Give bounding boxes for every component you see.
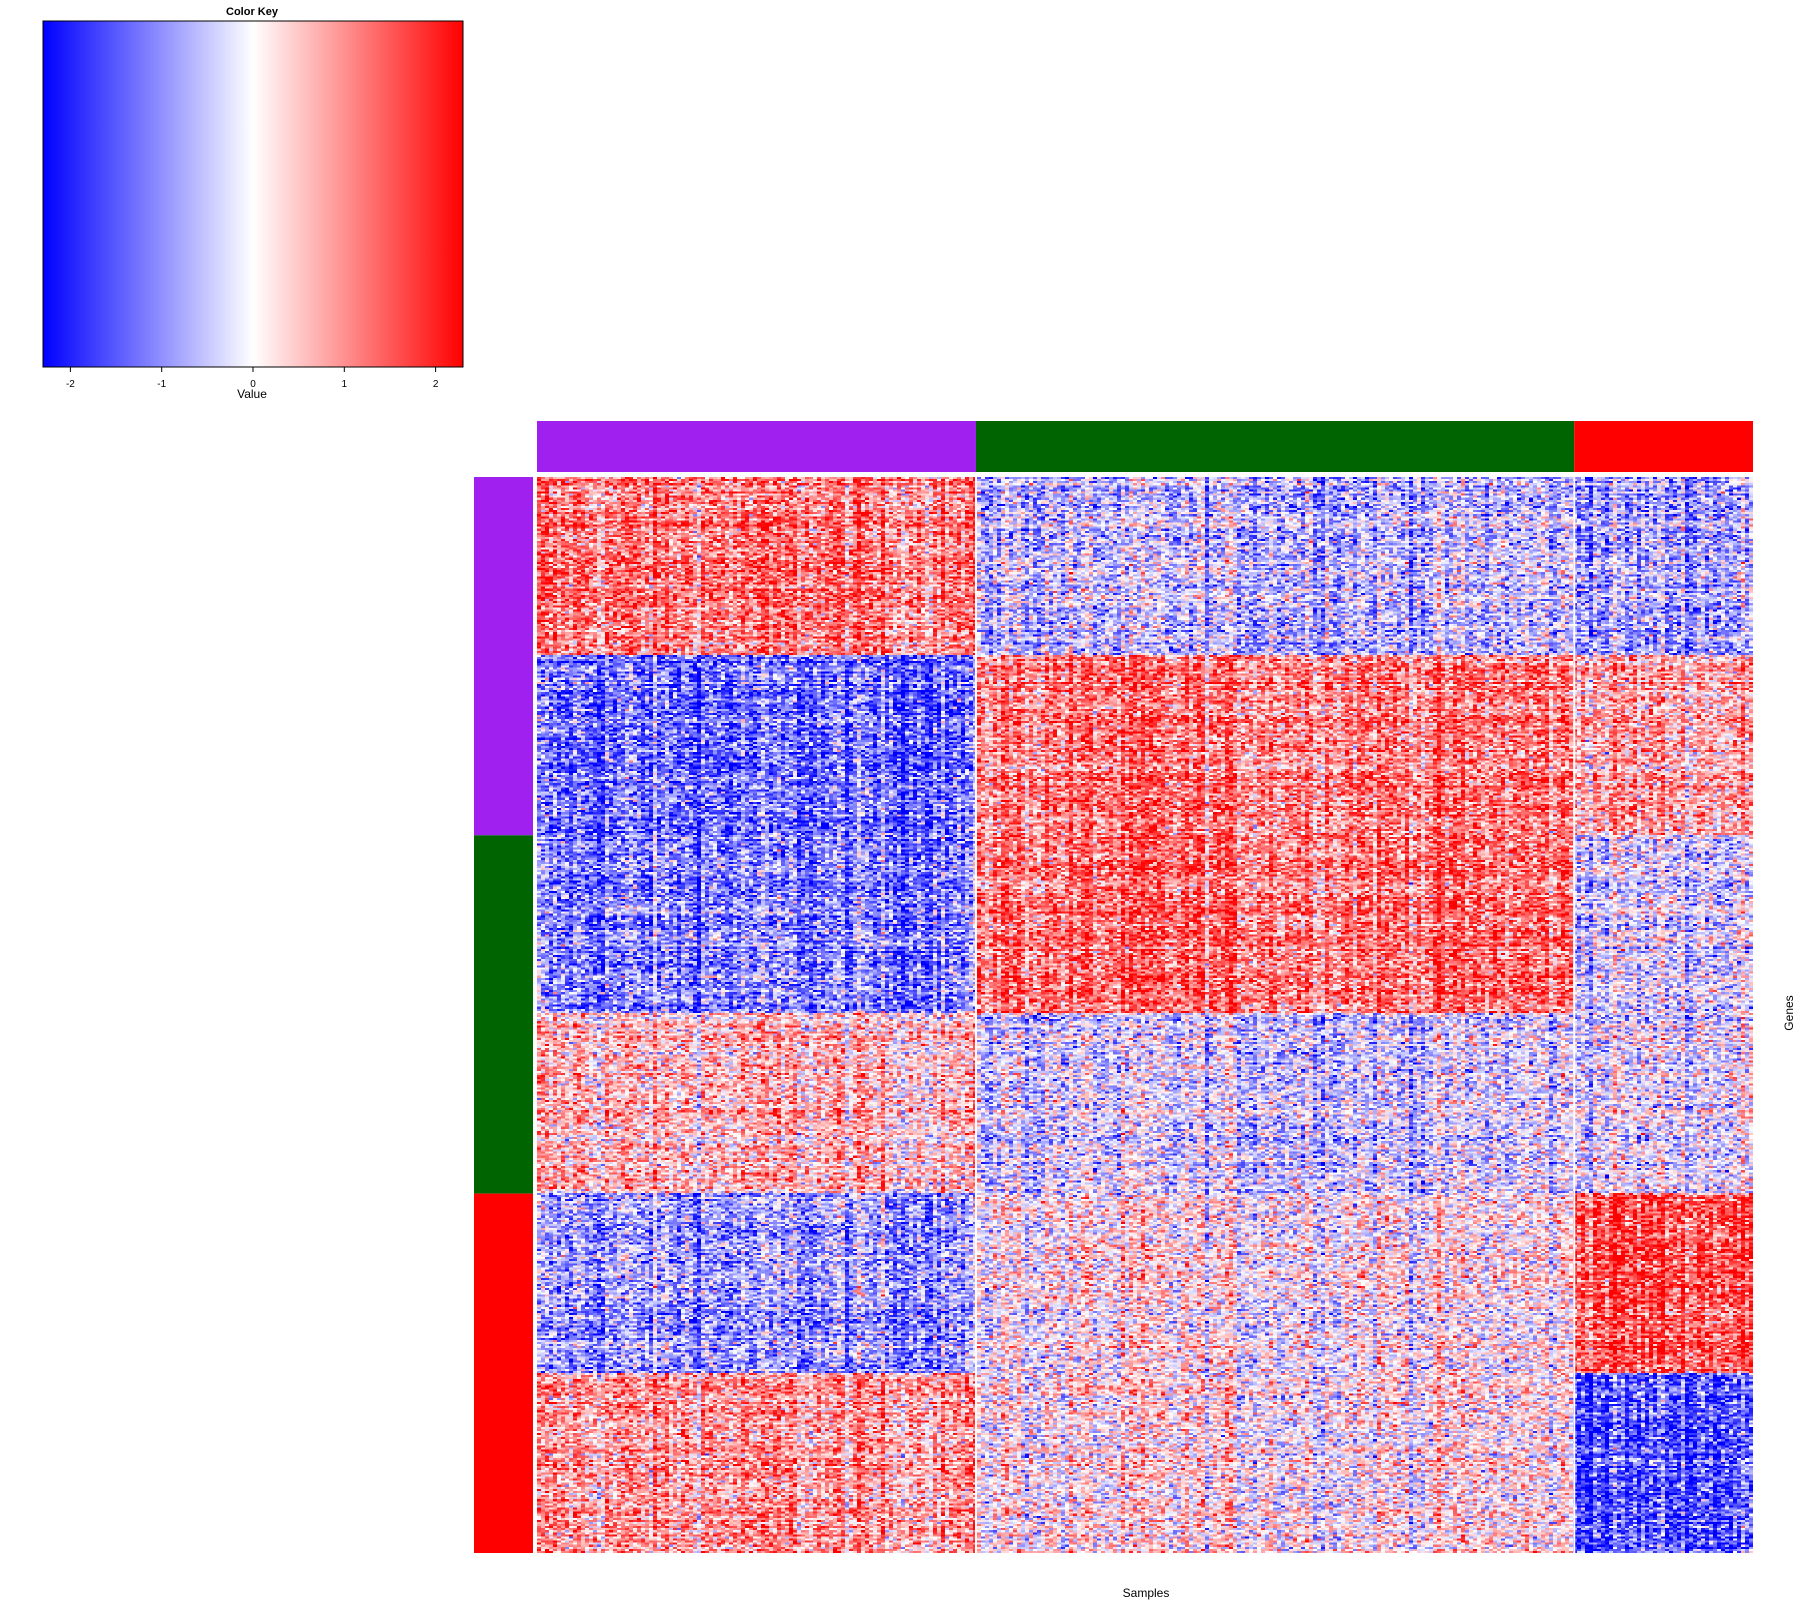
gene-group-segment-1: [474, 477, 533, 836]
color-key-tick-label: 1: [342, 379, 348, 390]
color-key-tick-label: -1: [157, 379, 166, 390]
y-axis-label: Genes: [1782, 995, 1796, 1030]
sample-group-bar: [537, 421, 1753, 472]
color-key: Color Key -2 -1 0 1 2 Value: [42, 6, 464, 401]
heatmap-body: [537, 477, 1753, 1553]
heatmap-cells: [537, 477, 1753, 1553]
color-key-tick-label: -2: [66, 379, 75, 390]
heatmap-separators: [974, 477, 1576, 1553]
color-key-tick-label: 0: [250, 379, 256, 390]
color-key-gradient: [42, 20, 464, 368]
color-key-ticks: -2 -1 0 1 2: [66, 367, 439, 390]
gene-group-bar: [474, 477, 533, 1553]
color-key-title: Color Key: [226, 6, 279, 18]
sample-group-segment-2: [975, 421, 1575, 472]
gene-group-segment-2: [474, 835, 533, 1194]
sample-group-segment-3: [1574, 421, 1753, 472]
x-axis-label: Samples: [1123, 1586, 1170, 1600]
color-key-xlabel: Value: [237, 387, 267, 401]
color-key-tick-label: 2: [433, 379, 439, 390]
gene-group-segment-3: [474, 1193, 533, 1553]
sample-group-segment-1: [537, 421, 976, 472]
